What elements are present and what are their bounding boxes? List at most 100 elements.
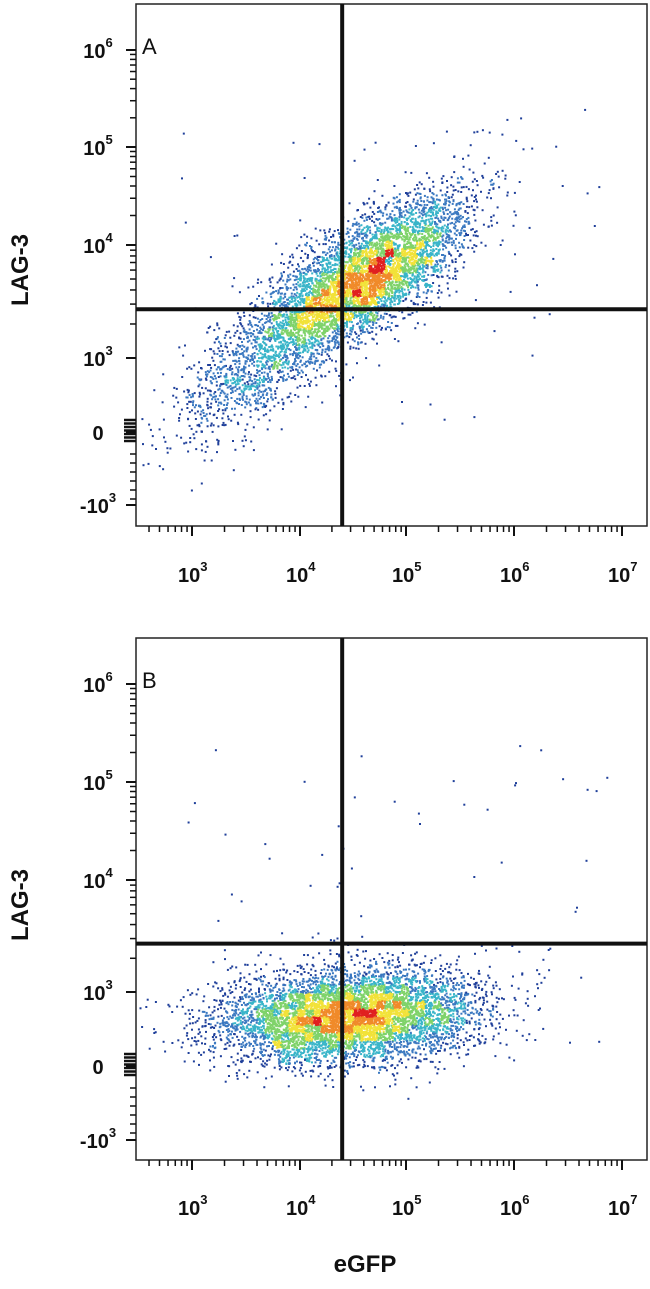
event-dot bbox=[427, 227, 430, 230]
event-dot bbox=[400, 236, 403, 239]
event-dot bbox=[465, 234, 468, 237]
event-dot bbox=[336, 263, 339, 266]
event-dot bbox=[402, 278, 405, 281]
event-dot bbox=[311, 272, 314, 275]
event-dot bbox=[316, 262, 319, 265]
event-dot bbox=[320, 304, 323, 307]
event-dot bbox=[291, 253, 294, 256]
event-dot bbox=[380, 250, 383, 253]
event-dot bbox=[452, 226, 455, 229]
event-dot bbox=[423, 323, 426, 326]
event-dot bbox=[298, 366, 301, 369]
event-dot bbox=[397, 200, 400, 203]
event-dot bbox=[401, 283, 404, 286]
event-dot bbox=[343, 297, 346, 300]
event-dot bbox=[388, 272, 391, 275]
event-dot bbox=[373, 221, 376, 224]
event-dot bbox=[487, 156, 490, 159]
event-dot bbox=[285, 341, 288, 344]
event-dot bbox=[458, 218, 461, 221]
event-dot bbox=[347, 300, 349, 303]
event-dot bbox=[354, 331, 357, 334]
event-dot bbox=[422, 227, 425, 230]
event-dot bbox=[439, 271, 442, 274]
event-dot bbox=[310, 336, 313, 339]
event-dot bbox=[467, 216, 470, 219]
event-dot bbox=[430, 211, 432, 214]
event-dot bbox=[443, 257, 446, 260]
event-dot bbox=[394, 247, 397, 250]
event-dot bbox=[447, 196, 450, 199]
event-dot bbox=[393, 220, 396, 223]
event-dot bbox=[344, 322, 347, 325]
event-dot bbox=[377, 247, 380, 250]
event-dot bbox=[431, 231, 433, 234]
event-dot bbox=[356, 255, 359, 258]
event-dot bbox=[433, 254, 436, 257]
event-dot bbox=[381, 214, 384, 217]
event-dot bbox=[396, 259, 399, 262]
event-dot bbox=[300, 250, 303, 252]
event-dot bbox=[411, 221, 414, 224]
event-dot bbox=[396, 287, 399, 290]
event-dot bbox=[282, 263, 285, 265]
event-dot bbox=[463, 235, 466, 237]
event-dot bbox=[346, 227, 349, 230]
event-dot bbox=[450, 196, 453, 199]
event-dot bbox=[356, 238, 359, 241]
event-dot bbox=[473, 196, 476, 198]
event-dot bbox=[331, 359, 333, 362]
event-dot bbox=[322, 337, 325, 340]
event-dot bbox=[376, 211, 379, 213]
event-dot bbox=[448, 277, 451, 280]
event-dot bbox=[395, 227, 398, 230]
event-dot bbox=[366, 301, 369, 304]
event-dot bbox=[430, 196, 433, 199]
event-dot bbox=[425, 250, 428, 253]
event-dot bbox=[357, 300, 360, 303]
event-dot bbox=[383, 257, 386, 260]
event-dot bbox=[331, 331, 334, 334]
event-dot bbox=[395, 218, 398, 221]
event-dot bbox=[391, 232, 394, 235]
event-dot bbox=[413, 275, 416, 278]
event-dot bbox=[417, 284, 420, 287]
event-dot bbox=[289, 287, 292, 290]
event-dot bbox=[292, 368, 295, 371]
event-dot bbox=[402, 293, 405, 296]
event-dot bbox=[403, 288, 406, 291]
event-dot bbox=[370, 319, 373, 322]
event-dot bbox=[387, 234, 390, 237]
event-dot bbox=[470, 194, 473, 197]
event-dot bbox=[426, 290, 429, 293]
event-dot bbox=[356, 228, 359, 231]
event-dot bbox=[405, 292, 408, 295]
event-dot bbox=[328, 298, 331, 301]
event-dot bbox=[361, 329, 364, 331]
event-dot bbox=[274, 315, 277, 318]
event-dot bbox=[444, 202, 447, 205]
event-dot bbox=[389, 266, 392, 269]
event-dot bbox=[432, 185, 435, 188]
event-dot bbox=[399, 233, 402, 235]
event-dot bbox=[473, 200, 476, 203]
event-dot bbox=[443, 216, 446, 219]
event-dot bbox=[301, 371, 304, 374]
event-dot bbox=[393, 185, 396, 187]
event-dot bbox=[288, 296, 291, 299]
event-dot bbox=[464, 210, 467, 212]
event-dot bbox=[435, 216, 438, 219]
event-dot bbox=[349, 316, 352, 319]
event-dot bbox=[314, 330, 317, 333]
event-dot bbox=[355, 268, 358, 271]
event-dot bbox=[347, 220, 350, 223]
event-dot bbox=[325, 283, 328, 286]
event-dot bbox=[468, 206, 471, 209]
event-dot bbox=[412, 239, 415, 241]
event-dot bbox=[429, 261, 432, 264]
event-dot bbox=[390, 249, 393, 252]
event-dot bbox=[366, 283, 369, 286]
event-dot bbox=[411, 251, 414, 254]
event-dot bbox=[404, 245, 407, 248]
event-dot bbox=[368, 320, 371, 323]
